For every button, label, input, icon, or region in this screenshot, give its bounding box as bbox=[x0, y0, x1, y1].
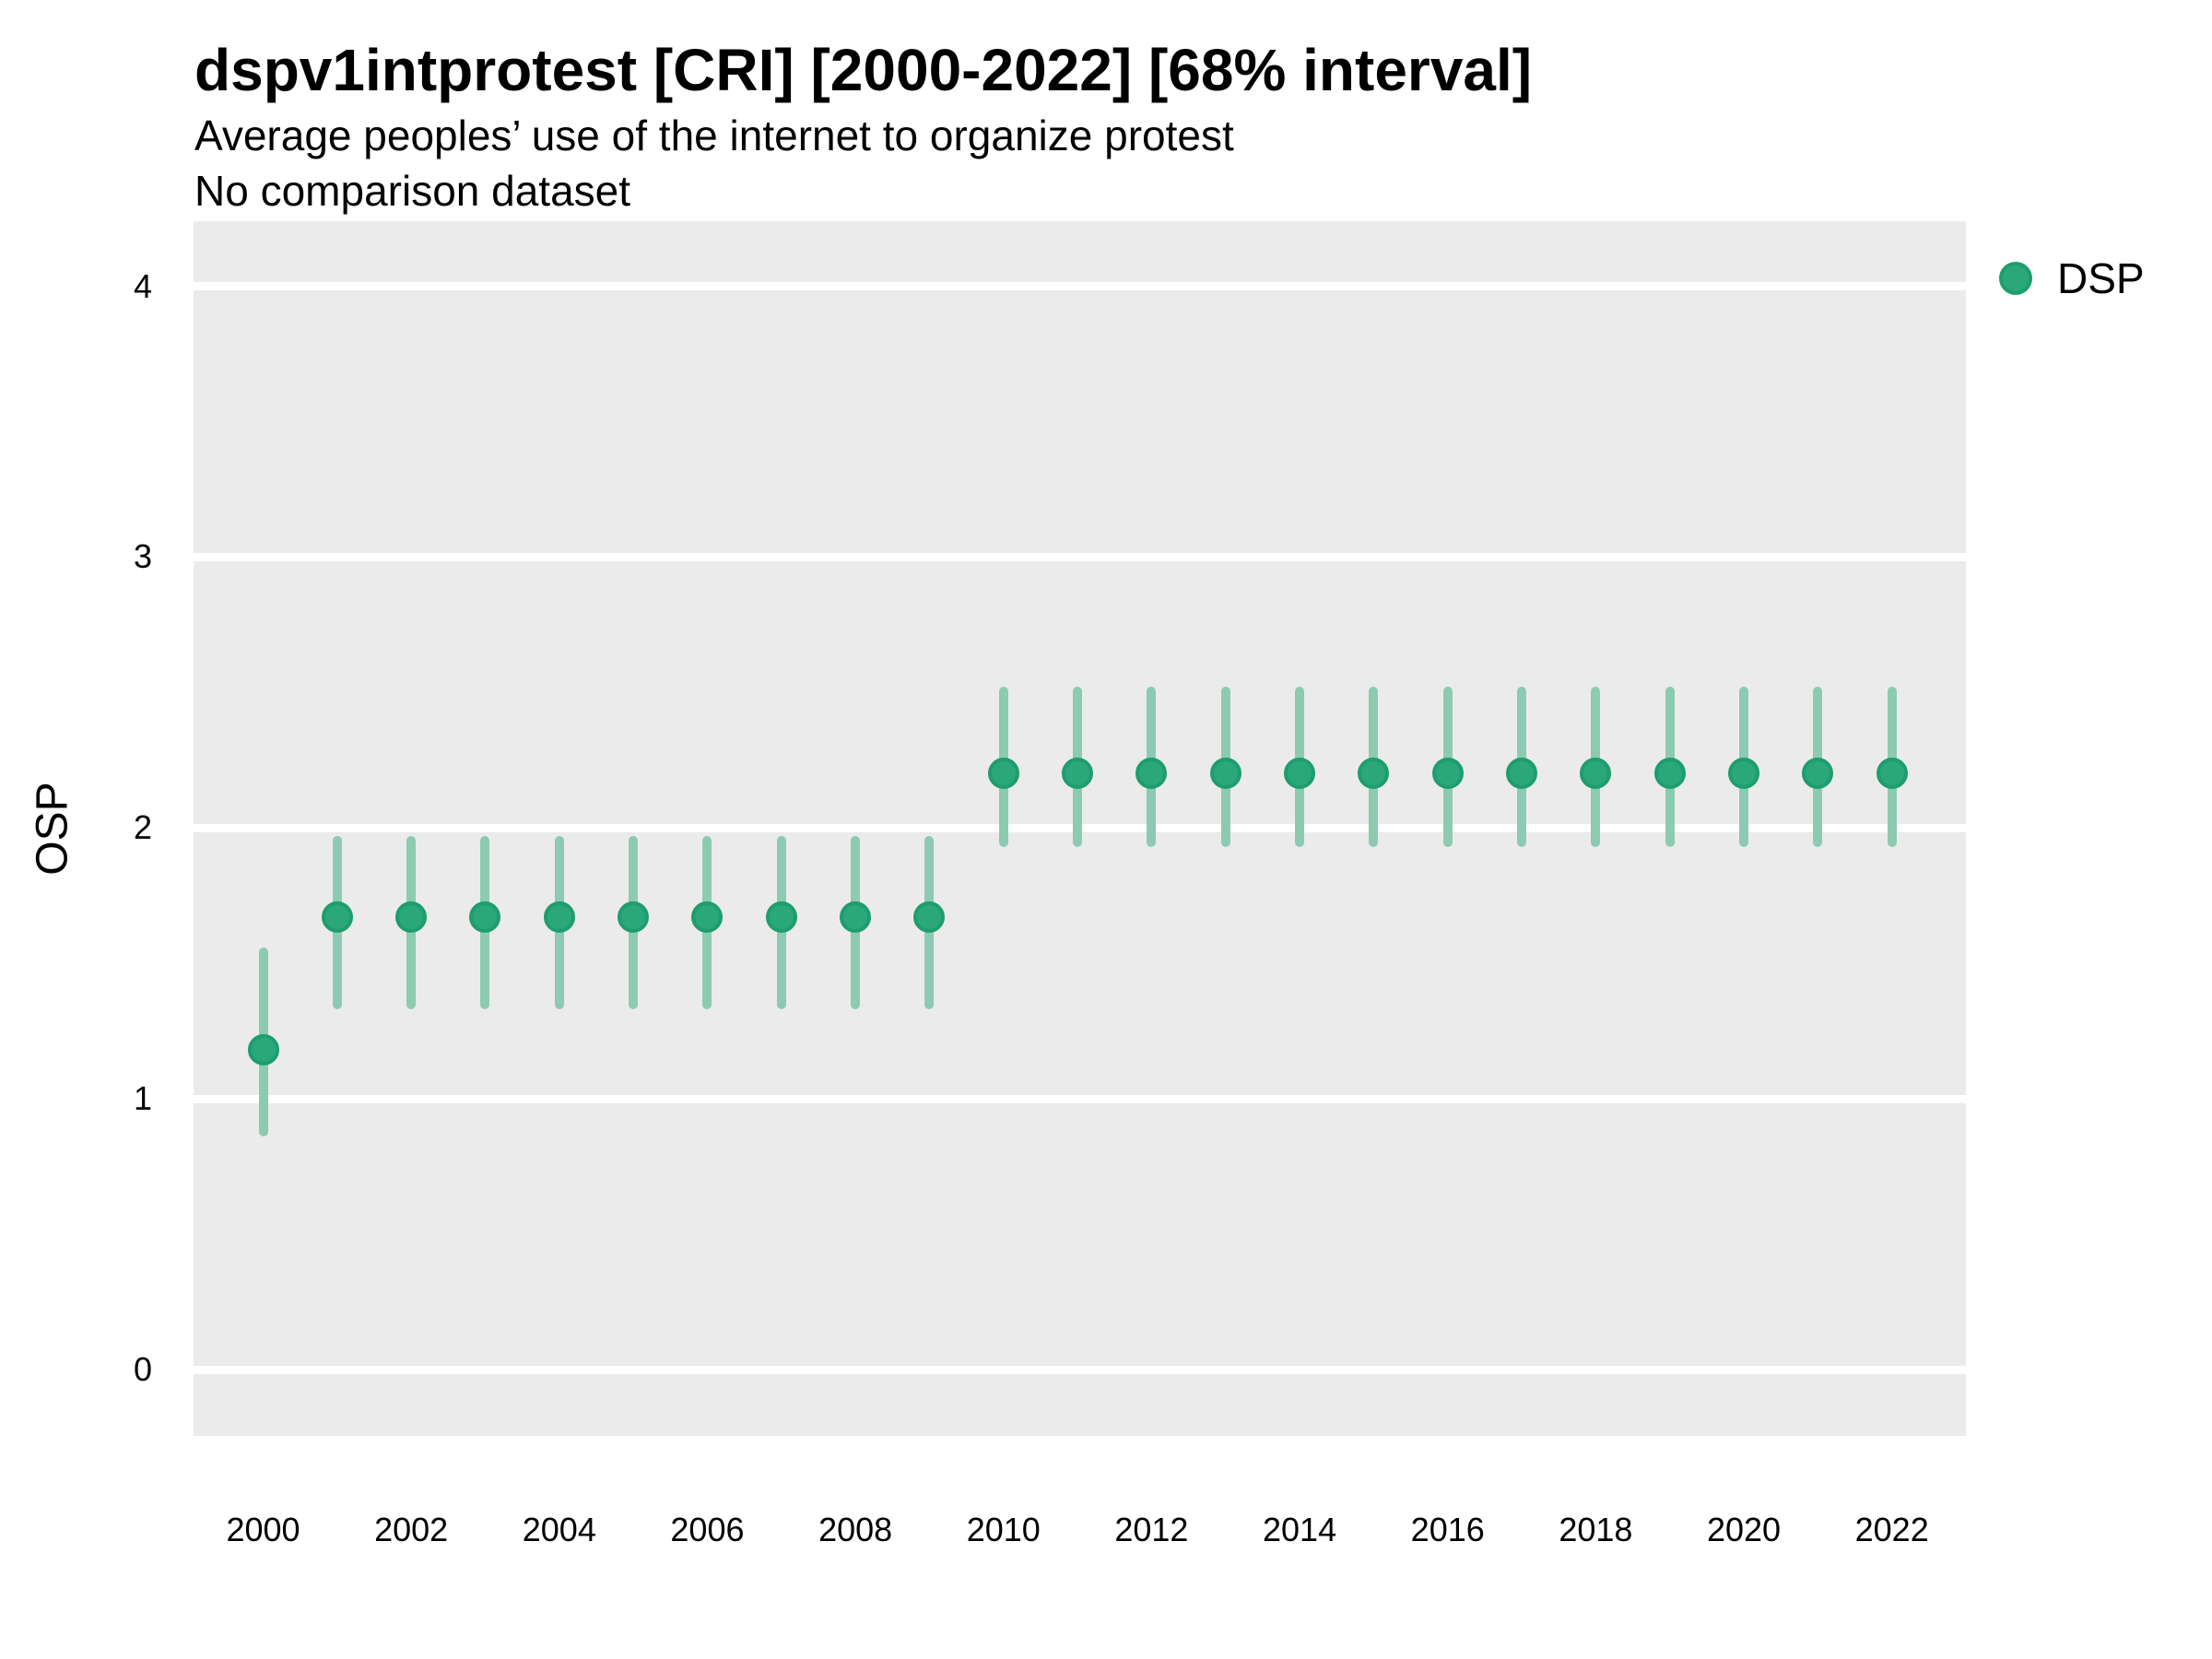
y-tick-label-2: 2 bbox=[133, 808, 152, 847]
data-point-2020 bbox=[1728, 758, 1760, 790]
data-point-2019 bbox=[1653, 758, 1686, 790]
chart-note: No comparison dataset bbox=[194, 167, 631, 215]
x-tick-label-2022: 2022 bbox=[1854, 1511, 1929, 1548]
x-tick-label-2000: 2000 bbox=[226, 1511, 300, 1548]
x-tick-label-2010: 2010 bbox=[966, 1511, 1041, 1548]
data-point-2016 bbox=[1431, 758, 1464, 790]
x-tick-label-2016: 2016 bbox=[1410, 1511, 1485, 1548]
chart-subtitle: Average peoples’ use of the internet to … bbox=[194, 112, 1234, 159]
gridline-y-3 bbox=[194, 552, 1966, 561]
gridline-y-4 bbox=[194, 282, 1966, 291]
x-tick-label-2008: 2008 bbox=[818, 1511, 893, 1548]
chart-title: dspv1intprotest [CRI] [2000-2022] [68% i… bbox=[194, 37, 1533, 103]
x-tick-label-2004: 2004 bbox=[522, 1511, 596, 1548]
data-point-2018 bbox=[1580, 758, 1612, 790]
data-point-2005 bbox=[618, 901, 650, 934]
gridline-y-0 bbox=[194, 1365, 1966, 1374]
data-point-2006 bbox=[691, 901, 724, 934]
data-point-2021 bbox=[1802, 758, 1834, 790]
data-point-2002 bbox=[395, 901, 428, 934]
data-point-2011 bbox=[1062, 758, 1094, 790]
data-point-2007 bbox=[765, 901, 797, 934]
data-point-2000 bbox=[247, 1034, 279, 1066]
x-tick-label-2002: 2002 bbox=[374, 1511, 449, 1548]
data-point-2004 bbox=[543, 901, 575, 934]
x-tick-label-2014: 2014 bbox=[1263, 1511, 1337, 1548]
y-tick-label-0: 0 bbox=[133, 1350, 152, 1388]
data-point-2012 bbox=[1135, 758, 1168, 790]
x-tick-label-2006: 2006 bbox=[670, 1511, 745, 1548]
data-point-2001 bbox=[321, 901, 353, 934]
data-point-2022 bbox=[1876, 758, 1908, 790]
x-tick-label-2020: 2020 bbox=[1706, 1511, 1782, 1548]
legend-label: DSP bbox=[2057, 254, 2145, 302]
data-point-2015 bbox=[1358, 758, 1390, 790]
x-tick-label-2012: 2012 bbox=[1114, 1511, 1189, 1548]
y-tick-label-1: 1 bbox=[133, 1079, 152, 1118]
y-tick-label-4: 4 bbox=[133, 266, 152, 305]
data-point-2003 bbox=[469, 901, 501, 934]
plot-panel bbox=[194, 221, 1966, 1436]
gridline-y-1 bbox=[194, 1094, 1966, 1103]
data-point-2017 bbox=[1506, 758, 1538, 790]
data-point-2014 bbox=[1284, 758, 1316, 790]
data-point-2010 bbox=[987, 758, 1019, 790]
y-tick-label-3: 3 bbox=[133, 537, 152, 576]
data-point-2008 bbox=[840, 901, 872, 934]
x-tick-label-2018: 2018 bbox=[1559, 1511, 1633, 1548]
data-point-2009 bbox=[913, 901, 946, 934]
legend-point-icon bbox=[1999, 262, 2032, 295]
data-point-2013 bbox=[1209, 758, 1241, 790]
